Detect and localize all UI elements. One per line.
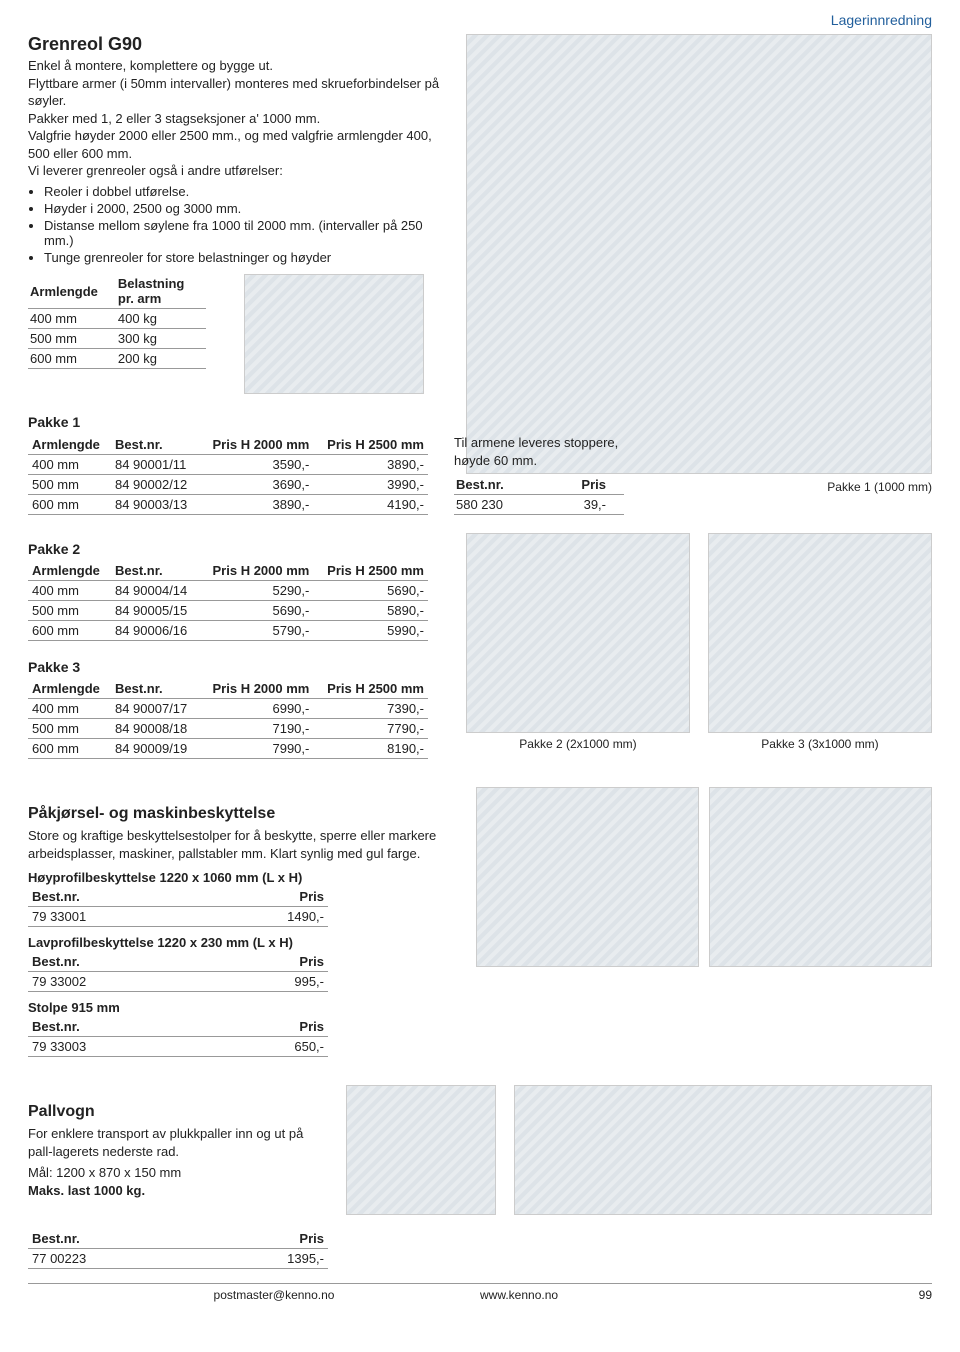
th-pris2500: Pris H 2500 mm bbox=[313, 435, 428, 455]
th-armlengde: Armlengde bbox=[28, 435, 111, 455]
protect-table-2: Best.nr.Pris 79 33002995,- bbox=[28, 952, 328, 992]
table-row: 600 mm84 90009/197990,-8190,- bbox=[28, 739, 428, 759]
grenreol-intro: Enkel å montere, komplettere og bygge ut… bbox=[28, 57, 448, 180]
grenreol-hero-image bbox=[466, 34, 932, 474]
pakke2-image bbox=[466, 533, 690, 733]
table-row: 79 33002995,- bbox=[28, 972, 328, 992]
grenreol-title: Grenreol G90 bbox=[28, 34, 448, 55]
pallvogn-image-1 bbox=[346, 1085, 496, 1215]
intro4: Valgfrie høyder 2000 eller 2500 mm., og … bbox=[28, 128, 432, 161]
table-row: 400 mm400 kg bbox=[28, 309, 206, 329]
pakke2-table: Armlengde Best.nr. Pris H 2000 mm Pris H… bbox=[28, 561, 428, 641]
grenreol-bullets: Reoler i dobbel utførelse. Høyder i 2000… bbox=[44, 184, 448, 265]
intro3: Pakker med 1, 2 eller 3 stagseksjoner a'… bbox=[28, 111, 320, 126]
bullet-4: Tunge grenreoler for store belastninger … bbox=[44, 250, 448, 265]
pakke2-caption: Pakke 2 (2x1000 mm) bbox=[466, 737, 690, 751]
protect-sub3: Stolpe 915 mm bbox=[28, 1000, 458, 1015]
footer-email: postmaster@kenno.no bbox=[68, 1288, 480, 1302]
protect-desc: Store og kraftige beskyttelsestolper for… bbox=[28, 827, 458, 862]
footer-page: 99 bbox=[892, 1288, 932, 1302]
th-belast: Belastning pr. arm bbox=[116, 274, 206, 309]
pakke1-table: Armlengde Best.nr. Pris H 2000 mm Pris H… bbox=[28, 435, 428, 515]
pallvogn-d3: Maks. last 1000 kg. bbox=[28, 1182, 328, 1200]
pakke2-title: Pakke 2 bbox=[28, 541, 448, 557]
category-header: Lagerinnredning bbox=[28, 12, 932, 28]
intro1: Enkel å montere, komplettere og bygge ut… bbox=[28, 58, 273, 73]
pallvogn-d1: For enklere transport av plukkpaller inn… bbox=[28, 1125, 328, 1160]
pakke3-table: Armlengde Best.nr. Pris H 2000 mm Pris H… bbox=[28, 679, 428, 759]
bullet-2: Høyder i 2000, 2500 og 3000 mm. bbox=[44, 201, 448, 216]
table-row: 500 mm84 90008/187190,-7790,- bbox=[28, 719, 428, 739]
pallvogn-d2: Mål: 1200 x 870 x 150 mm bbox=[28, 1164, 328, 1182]
stopper-table: Best.nr.Pris 580 23039,- bbox=[454, 475, 624, 515]
table-row: 500 mm84 90002/123690,-3990,- bbox=[28, 475, 428, 495]
arm-detail-image bbox=[244, 274, 424, 394]
pallvogn-table: Best.nr.Pris 77 002231395,- bbox=[28, 1229, 328, 1269]
table-row: 600 mm84 90003/133890,-4190,- bbox=[28, 495, 428, 515]
table-row: 500 mm300 kg bbox=[28, 329, 206, 349]
table-row: 79 330011490,- bbox=[28, 907, 328, 927]
protect-table-1: Best.nr.Pris 79 330011490,- bbox=[28, 887, 328, 927]
protect-sub2: Lavprofilbeskyttelse 1220 x 230 mm (L x … bbox=[28, 935, 458, 950]
pallvogn-image-2 bbox=[514, 1085, 932, 1215]
table-row: 400 mm84 90001/113590,-3890,- bbox=[28, 455, 428, 475]
pakke3-title: Pakke 3 bbox=[28, 659, 448, 675]
th-armlengde: Armlengde bbox=[28, 274, 116, 309]
belastning-table: ArmlengdeBelastning pr. arm 400 mm400 kg… bbox=[28, 274, 206, 369]
pakke3-caption: Pakke 3 (3x1000 mm) bbox=[708, 737, 932, 751]
protect-title: Påkjørsel- og maskinbeskyttelse bbox=[28, 805, 458, 823]
stopper-text: Til armene leveres stoppere, høyde 60 mm… bbox=[454, 434, 654, 469]
table-row: 600 mm84 90006/165790,-5990,- bbox=[28, 621, 428, 641]
footer-url: www.kenno.no bbox=[480, 1288, 892, 1302]
protect-image-2 bbox=[709, 787, 932, 967]
table-row: 600 mm200 kg bbox=[28, 349, 206, 369]
table-row: 500 mm84 90005/155690,-5890,- bbox=[28, 601, 428, 621]
protect-sub1: Høyprofilbeskyttelse 1220 x 1060 mm (L x… bbox=[28, 870, 458, 885]
table-row: 77 002231395,- bbox=[28, 1249, 328, 1269]
bullet-1: Reoler i dobbel utførelse. bbox=[44, 184, 448, 199]
table-row: 400 mm84 90007/176990,-7390,- bbox=[28, 699, 428, 719]
intro5: Vi leverer grenreoler også i andre utfør… bbox=[28, 163, 283, 178]
th-pris: Pris bbox=[556, 475, 624, 495]
protect-table-3: Best.nr.Pris 79 33003650,- bbox=[28, 1017, 328, 1057]
pakke3-image bbox=[708, 533, 932, 733]
table-row: 79 33003650,- bbox=[28, 1037, 328, 1057]
table-row: 580 23039,- bbox=[454, 495, 624, 515]
th-bestnr: Best.nr. bbox=[454, 475, 556, 495]
page-footer: postmaster@kenno.no www.kenno.no 99 bbox=[28, 1283, 932, 1302]
pallvogn-title: Pallvogn bbox=[28, 1103, 328, 1121]
th-pris2000: Pris H 2000 mm bbox=[199, 435, 314, 455]
th-bestnr: Best.nr. bbox=[111, 435, 199, 455]
bullet-3: Distanse mellom søylene fra 1000 til 200… bbox=[44, 218, 448, 248]
protect-image-1 bbox=[476, 787, 699, 967]
intro2: Flyttbare armer (i 50mm intervaller) mon… bbox=[28, 76, 439, 109]
table-row: 400 mm84 90004/145290,-5690,- bbox=[28, 581, 428, 601]
